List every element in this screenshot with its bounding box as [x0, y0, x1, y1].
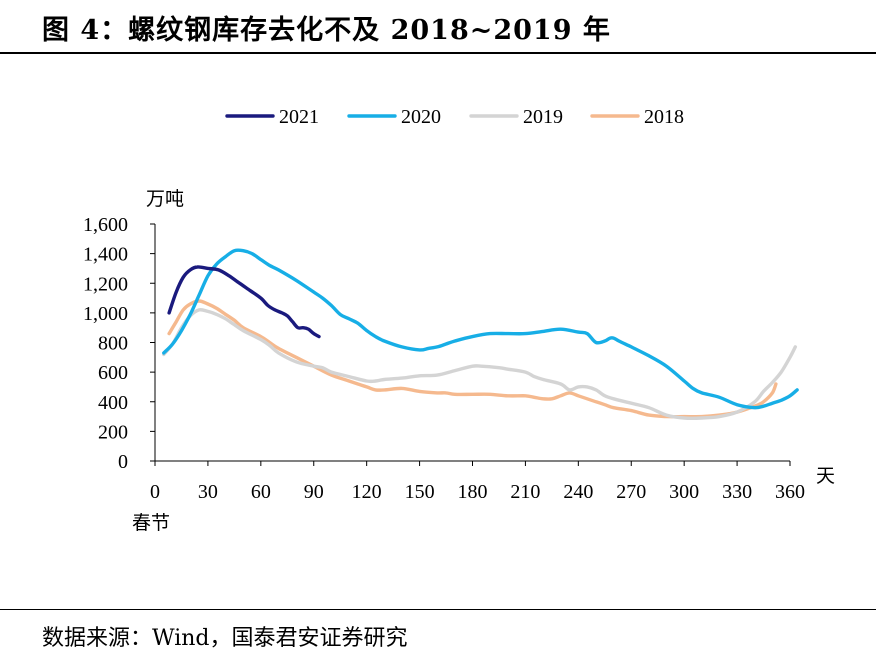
x-tick-label: 330: [722, 481, 752, 503]
x-tick-label: 150: [405, 481, 435, 503]
x-axis-unit-label: 天: [816, 465, 835, 487]
y-tick-label: 1,400: [83, 244, 128, 266]
series-line-2020: [162, 248, 799, 410]
y-axis-unit-label: 万吨: [146, 188, 184, 210]
chart-legend: 2021 2020 2019 2018: [225, 106, 684, 128]
x-axis-origin-label: 春节: [132, 512, 170, 534]
y-tick-label: 1,200: [83, 273, 128, 295]
data-source-note: 数据来源：Wind，国泰君安证券研究: [42, 626, 408, 651]
x-tick-label: 240: [563, 481, 593, 503]
y-tick-label: 0: [118, 451, 128, 473]
series-line-2019: [162, 308, 797, 420]
y-tick-label: 1,000: [83, 303, 128, 325]
y-tick-label: 1,600: [83, 214, 128, 236]
series-line-2021: [167, 265, 321, 339]
title-divider: [0, 52, 876, 54]
x-tick-label: 60: [251, 481, 271, 503]
legend-label-2019: 2019: [523, 106, 563, 128]
series-line-2018: [167, 299, 778, 419]
chart-axes: 0 200 400 600 800 1,000 1,200 1,400 1,600 0 30 60 90…: [83, 214, 805, 503]
x-tick-label: 300: [669, 481, 699, 503]
x-tick-label: 0: [150, 481, 160, 503]
chart-series: [162, 248, 799, 420]
y-tick-label: 800: [98, 333, 128, 355]
x-tick-label: 360: [775, 481, 805, 503]
figure-title: 图 4：螺纹钢库存去化不及 2018~2019 年: [42, 15, 611, 46]
y-tick-label: 600: [98, 362, 128, 384]
legend-label-2021: 2021: [279, 106, 319, 128]
legend-label-2018: 2018: [644, 106, 684, 128]
legend-label-2020: 2020: [401, 106, 441, 128]
y-tick-label: 200: [98, 421, 128, 443]
x-tick-label: 120: [352, 481, 382, 503]
x-tick-label: 90: [304, 481, 324, 503]
x-tick-label: 210: [510, 481, 540, 503]
x-tick-label: 30: [198, 481, 218, 503]
footer-divider: [0, 609, 876, 610]
y-tick-label: 400: [98, 392, 128, 414]
x-tick-label: 180: [458, 481, 488, 503]
x-tick-label: 270: [616, 481, 646, 503]
